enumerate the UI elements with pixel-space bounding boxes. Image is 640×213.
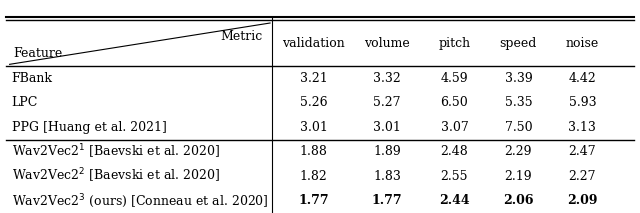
Text: 2.44: 2.44	[439, 194, 470, 207]
Text: 2.06: 2.06	[503, 194, 534, 207]
Text: 7.50: 7.50	[504, 121, 532, 134]
Text: 3.01: 3.01	[300, 121, 328, 134]
Text: 2.29: 2.29	[505, 145, 532, 158]
Text: 3.07: 3.07	[440, 121, 468, 134]
Text: 2.55: 2.55	[441, 170, 468, 183]
Text: 5.93: 5.93	[568, 96, 596, 109]
Text: 2.09: 2.09	[567, 194, 598, 207]
Text: Wav2Vec2$^1$ [Baevski et al. 2020]: Wav2Vec2$^1$ [Baevski et al. 2020]	[12, 142, 220, 161]
Text: 1.83: 1.83	[373, 170, 401, 183]
Text: FBank: FBank	[12, 72, 52, 85]
Text: speed: speed	[500, 37, 537, 50]
Text: 1.89: 1.89	[373, 145, 401, 158]
Text: 1.77: 1.77	[298, 194, 329, 207]
Text: 2.27: 2.27	[569, 170, 596, 183]
Text: LPC: LPC	[12, 96, 38, 109]
Text: 2.48: 2.48	[440, 145, 468, 158]
Text: validation: validation	[282, 37, 345, 50]
Text: 1.77: 1.77	[372, 194, 403, 207]
Text: 6.50: 6.50	[440, 96, 468, 109]
Text: 2.19: 2.19	[504, 170, 532, 183]
Text: 1.88: 1.88	[300, 145, 328, 158]
Text: 4.59: 4.59	[440, 72, 468, 85]
Text: 4.42: 4.42	[568, 72, 596, 85]
Text: pitch: pitch	[438, 37, 470, 50]
Text: 3.01: 3.01	[373, 121, 401, 134]
Text: 2.47: 2.47	[568, 145, 596, 158]
Text: 5.35: 5.35	[504, 96, 532, 109]
Text: Metric: Metric	[220, 30, 262, 43]
Text: 3.21: 3.21	[300, 72, 328, 85]
Text: Wav2Vec2$^3$ (ours) [Conneau et al. 2020]: Wav2Vec2$^3$ (ours) [Conneau et al. 2020…	[12, 192, 268, 210]
Text: 5.27: 5.27	[374, 96, 401, 109]
Text: 3.32: 3.32	[373, 72, 401, 85]
Text: noise: noise	[566, 37, 599, 50]
Text: Wav2Vec2$^2$ [Baevski et al. 2020]: Wav2Vec2$^2$ [Baevski et al. 2020]	[12, 167, 220, 186]
Text: PPG [Huang et al. 2021]: PPG [Huang et al. 2021]	[12, 121, 166, 134]
Text: 3.39: 3.39	[504, 72, 532, 85]
Text: 1.82: 1.82	[300, 170, 328, 183]
Text: 5.26: 5.26	[300, 96, 328, 109]
Text: 3.13: 3.13	[568, 121, 596, 134]
Text: Feature: Feature	[13, 47, 62, 60]
Text: volume: volume	[364, 37, 410, 50]
